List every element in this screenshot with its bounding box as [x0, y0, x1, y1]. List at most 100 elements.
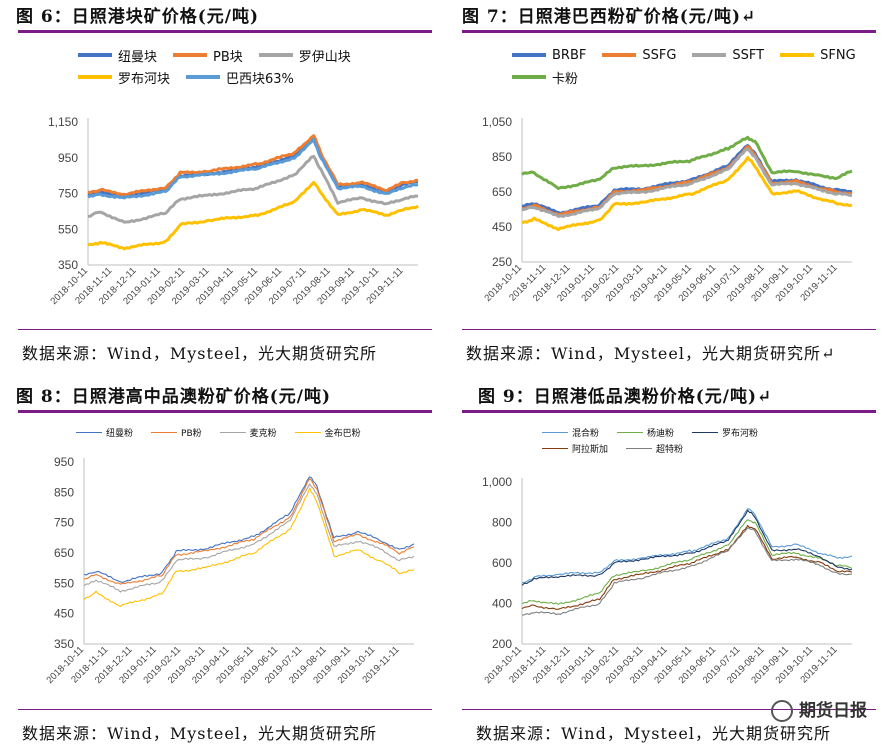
fig7-legend-label: BRBF — [552, 47, 587, 63]
fig7-legend-swatch — [512, 75, 546, 79]
fig9-legend-item: 混合粉 — [542, 424, 599, 440]
watermark-text: 期货日报 — [799, 701, 867, 721]
fig9-legend-swatch — [626, 447, 653, 449]
fig8-ytick-label: 850 — [54, 485, 74, 499]
fig7-title: 图 7：日照港巴西粉矿价格(元/吨)↵ — [462, 7, 757, 27]
fig9-bottom-rule — [462, 709, 876, 710]
fig7-legend-item: BRBF — [512, 44, 586, 66]
fig9-legend-label: 罗布河粉 — [722, 428, 759, 439]
fig8-source: 数据来源：Wind，Mysteel，光大期货研究所 — [22, 724, 377, 743]
fig8-title: 图 8：日照港高中品澳粉矿价格(元/吨) — [16, 387, 332, 407]
fig9-title: 图 9：日照港低品澳粉价格(元/吨)↵ — [478, 387, 773, 407]
fig9-legend-item: 杨迪粉 — [617, 424, 674, 440]
fig6-legend-swatch — [173, 53, 208, 57]
fig9-legend-swatch — [692, 431, 719, 433]
fig6-series-line — [87, 134, 419, 197]
fig8-legend-label: PB粉 — [181, 428, 202, 439]
fig9-legend-label: 超特粉 — [656, 444, 684, 455]
fig6-plot: 3505507509501,1502018-10-112018-11-11201… — [48, 115, 419, 307]
fig7-legend-label: SSFT — [732, 47, 765, 63]
fig8-top-rule — [18, 410, 432, 413]
fig9-ytick-label: 400 — [492, 597, 512, 611]
fig8-legend-label: 纽曼粉 — [106, 428, 134, 439]
fig9-legend-label: 阿拉斯加 — [572, 444, 609, 455]
fig9-ytick-label: 600 — [492, 556, 512, 570]
fig7-legend-swatch — [780, 53, 815, 57]
fig7-plot: 2504506508501,0502018-10-112018-11-11201… — [482, 115, 853, 304]
fig8-legend-item: PB粉 — [151, 424, 202, 440]
fig6-legend-swatch — [78, 53, 112, 57]
fig9-top-rule — [462, 410, 876, 413]
fig6-ytick-label: 1,150 — [48, 115, 78, 129]
fig6-legend-item: 纽曼块 — [78, 44, 157, 66]
fig7-ytick-label: 650 — [492, 185, 512, 199]
fig9-legend-label: 混合粉 — [572, 428, 600, 439]
fig9-legend-item: 罗布河粉 — [692, 424, 758, 440]
fig6-top-rule — [18, 30, 432, 33]
fig7-legend-item: SSFT — [692, 44, 764, 66]
fig7-legend-swatch — [512, 53, 546, 57]
fig6-legend: 纽曼块 PB块 罗伊山块罗布河块 巴西块63% — [78, 44, 418, 88]
fig9-ytick-label: 200 — [492, 637, 512, 651]
fig6-legend-swatch — [258, 53, 293, 57]
fig9-legend: 混合粉 杨迪粉 罗布河粉阿拉斯加 超特粉 — [542, 424, 842, 456]
fig9-series-line — [521, 509, 853, 586]
fig7-ytick-label: 1,050 — [482, 115, 512, 129]
fig6-legend-item: 罗伊山块 — [258, 44, 351, 66]
fig6-legend-swatch — [186, 75, 221, 79]
fig9-series-line — [521, 508, 853, 584]
fig7-legend-item: SFNG — [780, 44, 856, 66]
fig9-series-line — [521, 524, 853, 610]
fig6-legend-label: 巴西块63% — [226, 71, 294, 87]
fig8-series-line — [83, 487, 415, 608]
fig7-series-line — [521, 144, 853, 215]
fig6-bottom-rule — [18, 329, 432, 330]
fig7-ytick-label: 850 — [492, 150, 512, 164]
fig8-legend-swatch — [151, 431, 178, 433]
fig8-legend-item: 纽曼粉 — [76, 424, 133, 440]
fig8-legend-label: 麦克粉 — [249, 428, 277, 439]
fig9-legend-label: 杨迪粉 — [647, 428, 675, 439]
fig6-ytick-label: 950 — [58, 151, 78, 165]
fig6-chart: 纽曼块 PB块 罗伊山块 罗布河块 巴西块63% 350 550 750 950 1,150 20… — [18, 34, 432, 328]
fig9-series-line — [521, 527, 853, 616]
fig8-ytick-label: 650 — [54, 546, 74, 560]
fig6-title: 图 6：日照港块矿价格(元/吨) — [16, 7, 260, 27]
fig7-ytick-label: 450 — [492, 220, 512, 234]
fig9-legend-swatch — [617, 431, 644, 433]
fig9-legend-swatch — [542, 431, 568, 433]
fig7-legend-label: 卡粉 — [552, 71, 579, 87]
fig8-ytick-label: 950 — [54, 455, 74, 469]
fig6-legend-item: 巴西块63% — [186, 66, 294, 88]
fig7-source: 数据来源：Wind，Mysteel，光大期货研究所↵ — [466, 344, 836, 363]
fig8-ytick-label: 550 — [54, 576, 74, 590]
fig9-source: 数据来源：Wind，Mysteel，光大期货研究所 — [476, 724, 831, 743]
fig7-bottom-rule — [462, 329, 876, 330]
fig6-legend-label: 纽曼块 — [118, 49, 158, 65]
fig6-legend-item: 罗布河块 — [78, 66, 170, 88]
fig8-legend-item: 麦克粉 — [219, 424, 277, 440]
fig8-series-line — [83, 476, 415, 583]
fig9-series-line — [521, 519, 853, 605]
fig6-legend-swatch — [78, 75, 112, 79]
fig7-top-rule — [462, 30, 876, 33]
fig7-series-line — [521, 156, 853, 232]
fig7-ytick-label: 250 — [492, 255, 512, 269]
fig6-series-line — [87, 137, 419, 200]
fig8-chart: 纽曼粉 PB粉 麦克粉 金布巴粉 350 450 550 650 750 850 950 2018-… — [18, 418, 432, 706]
fig9-ytick-label: 1,000 — [482, 475, 512, 489]
fig7-legend-swatch — [692, 53, 727, 57]
fig7-legend: BRBF SSFG SSFT SFNG 卡粉 — [512, 44, 872, 88]
fig6-legend-label: PB块 — [213, 49, 243, 65]
fig8-ytick-label: 350 — [54, 637, 74, 651]
watermark: 期货日报 — [771, 696, 867, 722]
fig8-ytick-label: 750 — [54, 516, 74, 530]
fig9-ytick-label: 800 — [492, 516, 512, 530]
fig6-legend-label: 罗布河块 — [118, 71, 171, 87]
fig8-plot: 3504505506507508509502018-10-112018-11-1… — [44, 455, 415, 686]
fig8-ytick-label: 450 — [54, 607, 74, 621]
fig7-series-line — [521, 135, 853, 190]
fig8-series-line — [83, 478, 415, 585]
fig6-legend-item: PB块 — [173, 44, 243, 66]
fig7-legend-swatch — [602, 53, 637, 57]
